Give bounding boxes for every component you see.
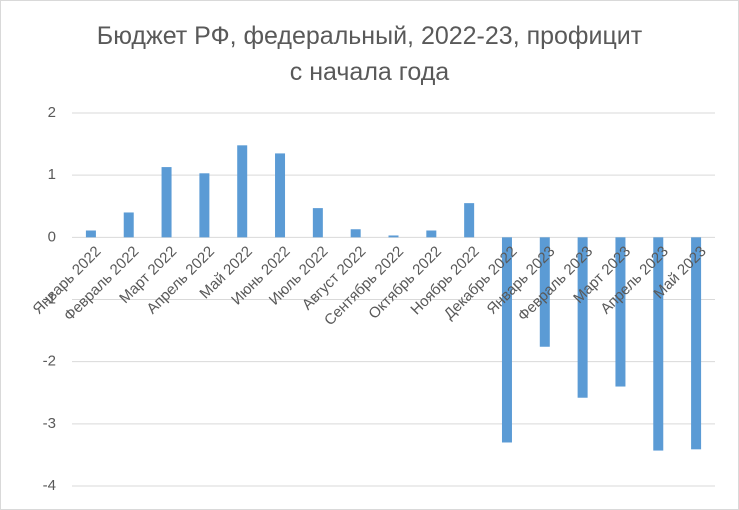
bar (577, 237, 588, 398)
y-tick-label: -1 (43, 290, 56, 307)
y-tick-label: 0 (48, 228, 56, 245)
bar (123, 212, 134, 238)
bar (275, 153, 286, 238)
bar (615, 237, 626, 387)
bar (653, 237, 664, 451)
y-tick-label: -4 (43, 477, 56, 494)
bar (501, 237, 512, 443)
y-tick-label: -3 (43, 415, 56, 432)
bar (199, 173, 210, 238)
bar (237, 145, 248, 238)
bar (539, 237, 550, 347)
y-tick-label: 1 (48, 166, 56, 183)
bar (312, 208, 323, 238)
y-tick-label: -2 (43, 353, 56, 370)
bar (464, 203, 475, 238)
y-tick-label: 2 (48, 104, 56, 121)
chart-title: Бюджет РФ, федеральный, 2022-23, профици… (96, 22, 643, 86)
bar (426, 230, 437, 238)
bar (691, 237, 702, 450)
bar (161, 167, 172, 238)
bar (350, 229, 361, 238)
bar (388, 235, 399, 238)
bar (85, 230, 96, 238)
